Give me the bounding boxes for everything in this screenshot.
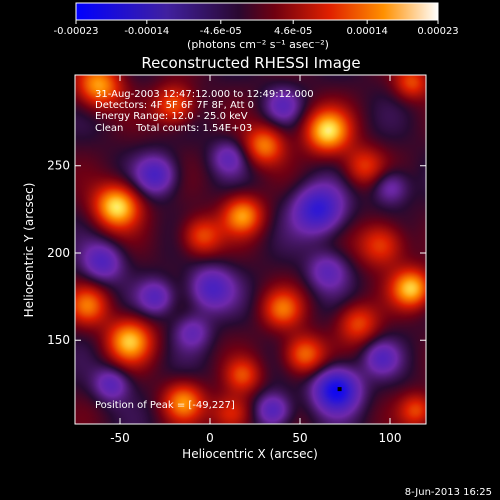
peak-marker [337, 387, 342, 392]
colorbar-tick-label: 0.00023 [417, 26, 458, 37]
x-axis-ticks: -50 0 50 100 [110, 75, 401, 445]
annotation-block: 31-Aug-2003 12:47:12.000 to 12:49:12.000… [95, 89, 314, 411]
colorbar [75, 2, 439, 21]
y-tick-label: 250 [47, 159, 70, 173]
x-axis-label: Heliocentric X (arcsec) [182, 447, 318, 461]
marker-layer [337, 387, 342, 392]
peak-position-label: Position of Peak = [-49,227] [95, 400, 235, 411]
energy-range-label: Energy Range: 12.0 - 25.0 keV [95, 111, 248, 122]
time-range-label: 31-Aug-2003 12:47:12.000 to 12:49:12.000 [95, 89, 314, 100]
plot-frame [74, 74, 427, 425]
colorbar-tick-label: -4.6e-05 [200, 26, 242, 37]
y-tick-label: 200 [47, 246, 70, 260]
x-tick-label: 50 [292, 431, 307, 445]
colorbar-ticks: -0.00023 -0.00014 -4.6e-05 4.6e-05 0.00014 0.… [54, 20, 459, 37]
algorithm-label: Clean [95, 123, 123, 134]
x-tick-label: -50 [110, 431, 130, 445]
total-counts-label: Total counts: 1.54E+03 [135, 123, 252, 134]
y-axis-label: Heliocentric Y (arcsec) [22, 183, 36, 318]
heatmap-image [75, 75, 426, 424]
colorbar-tick-label: -0.00014 [124, 26, 169, 37]
x-tick-label: 100 [379, 431, 402, 445]
footer-date: 8-Jun-2013 16:25 [405, 487, 492, 498]
colorbar-tick-label: 0.00014 [346, 26, 387, 37]
x-tick-label: 0 [206, 431, 214, 445]
chart-title: Reconstructed RHESSI Image [141, 54, 360, 72]
detectors-label: Detectors: 4F 5F 6F 7F 8F, Att 0 [95, 100, 254, 111]
colorbar-units-label: (photons cm⁻² s⁻¹ asec⁻²) [187, 38, 329, 51]
y-axis-ticks: 150 200 250 [47, 159, 426, 347]
y-tick-label: 150 [47, 333, 70, 347]
colorbar-tick-label: -0.00023 [54, 26, 99, 37]
colorbar-tick-label: 4.6e-05 [274, 26, 312, 37]
